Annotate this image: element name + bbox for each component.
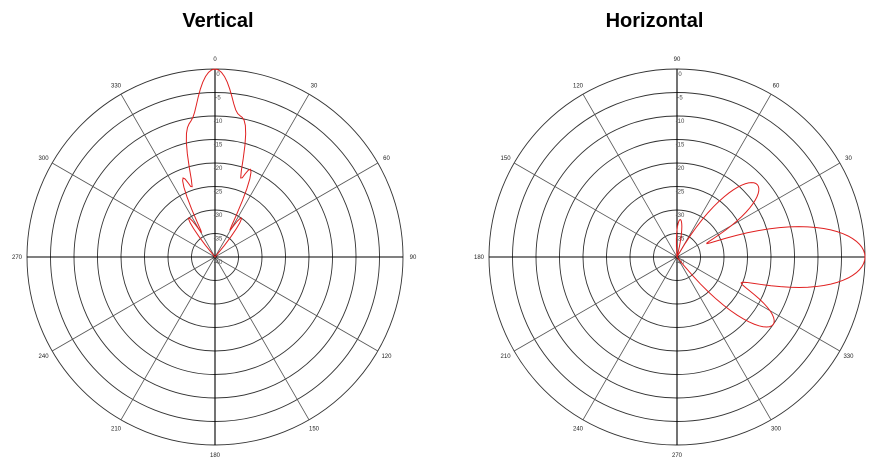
radial-tick-label: -30 <box>214 213 223 219</box>
grid-spoke <box>676 93 772 258</box>
angle-tick-label: 90 <box>410 255 417 261</box>
radial-tick-label: -35 <box>214 237 223 243</box>
angle-tick-label: 270 <box>12 255 23 261</box>
grid-spoke <box>676 162 841 258</box>
radial-tick-label: -20 <box>214 166 223 172</box>
grid-spoke <box>51 162 216 258</box>
radial-tick-label: -30 <box>676 213 685 219</box>
radial-tick-label: -15 <box>214 143 223 149</box>
vertical-title: Vertical <box>182 10 254 32</box>
angle-tick-label: 240 <box>39 354 50 360</box>
radial-tick-label: -15 <box>676 143 685 149</box>
grid-spoke <box>214 256 310 421</box>
angle-tick-label: 60 <box>383 156 390 162</box>
angle-tick-label: 210 <box>501 354 512 360</box>
angle-tick-label: 0 <box>213 57 217 63</box>
angle-tick-label: 180 <box>210 453 221 459</box>
grid-spoke <box>214 162 379 258</box>
angle-tick-label: 60 <box>773 84 780 90</box>
grid-spoke <box>51 256 216 352</box>
grid-spoke <box>676 256 772 421</box>
angle-tick-label: 210 <box>111 426 122 432</box>
angle-tick-label: 330 <box>111 84 122 90</box>
vertical-polar-chart: 0 30 60 90 120 150 180 210 240 270 300 330 0 -5 -10 -15… <box>12 57 417 459</box>
horizontal-title: Horizontal <box>605 10 704 32</box>
radial-tick-label: -5 <box>677 96 683 102</box>
radial-tick-label: -10 <box>214 119 223 125</box>
angle-tick-label: 120 <box>573 84 584 90</box>
grid-spoke <box>214 93 310 258</box>
angle-tick-label: 270 <box>672 453 683 459</box>
grid-spoke <box>582 256 678 421</box>
angle-tick-label: 150 <box>501 156 512 162</box>
grid-spoke <box>513 162 678 258</box>
horizontal-polar-chart: 90603003303002702402101801501200-5-10-15… <box>474 57 866 459</box>
radial-tick-label: 0 <box>216 72 220 78</box>
grid-spoke <box>120 256 216 421</box>
radiation-pattern-line <box>182 68 252 258</box>
grid-spoke <box>513 256 678 352</box>
angle-tick-label: 240 <box>573 426 584 432</box>
grid-spoke <box>214 256 379 352</box>
angle-tick-label: 180 <box>474 255 485 261</box>
horizontal-panel: Horizontal 90603003303002702402101801501… <box>436 0 873 463</box>
radiation-pattern-line <box>675 182 866 328</box>
grid-spoke <box>676 256 841 352</box>
radial-tick-label: -40 <box>214 260 223 266</box>
angle-tick-label: 120 <box>381 354 392 360</box>
radial-tick-label: -10 <box>676 119 685 125</box>
angle-tick-label: 300 <box>39 156 50 162</box>
grid-spoke <box>582 93 678 258</box>
radial-tick-label: 0 <box>678 72 682 78</box>
angle-tick-label: 30 <box>311 84 318 90</box>
radial-tick-label: -5 <box>215 96 221 102</box>
radial-tick-label: -20 <box>676 166 685 172</box>
angle-tick-label: 90 <box>674 57 681 63</box>
radial-tick-label: -25 <box>214 190 223 196</box>
angle-tick-label: 330 <box>843 354 854 360</box>
radial-tick-label: -40 <box>676 260 685 266</box>
vertical-panel: Vertical 0 30 60 90 120 150 180 210 240 270 300 330… <box>0 0 436 463</box>
radial-tick-label: -25 <box>676 190 685 196</box>
angle-tick-label: 300 <box>771 426 782 432</box>
angle-tick-label: 30 <box>845 156 852 162</box>
angle-tick-label: 150 <box>309 426 320 432</box>
